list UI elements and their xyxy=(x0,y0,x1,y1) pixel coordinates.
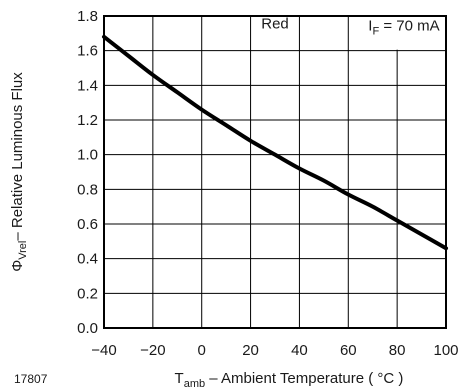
condition-text: = 70 mA xyxy=(379,18,439,35)
x-tick-label: 100 xyxy=(433,342,458,359)
x-tick-label: −20 xyxy=(140,342,165,359)
y-tick-label: 1.4 xyxy=(77,77,98,94)
y-axis-label-subscript: Vrel xyxy=(17,241,29,260)
x-axis-label: Tamb – Ambient Temperature ( °C ) xyxy=(175,370,404,390)
y-tick-label: 0.2 xyxy=(77,285,98,302)
figure-number: 17807 xyxy=(14,372,48,386)
y-tick-label: 1.0 xyxy=(77,147,98,164)
color-label: Red xyxy=(261,16,289,33)
x-tick-label: 60 xyxy=(340,342,357,359)
y-tick-label: 1.2 xyxy=(77,112,98,129)
x-axis-label-subscript: amb xyxy=(184,378,205,390)
x-tick-label: −40 xyxy=(91,342,116,359)
plot-frame xyxy=(103,15,447,329)
x-axis-ticks: −40 −20 0 20 40 60 80 100 xyxy=(91,342,458,359)
y-tick-label: 0.4 xyxy=(77,251,98,268)
condition-subscript: F xyxy=(372,26,379,38)
y-tick-label: 1.8 xyxy=(77,8,98,25)
y-tick-label: 1.6 xyxy=(77,43,98,60)
y-tick-label: 0.8 xyxy=(77,181,98,198)
series-line xyxy=(102,34,448,251)
x-axis-label-symbol: T xyxy=(175,370,184,387)
series-group xyxy=(102,34,448,251)
y-tick-label: 0.0 xyxy=(77,320,98,337)
x-tick-label: 0 xyxy=(198,342,206,359)
x-tick-label: 80 xyxy=(389,342,406,359)
x-tick-label: 40 xyxy=(291,342,308,359)
annotations: Red IF = 70 mA xyxy=(261,16,445,50)
x-axis-label-text: – Ambient Temperature ( °C ) xyxy=(205,370,403,387)
y-axis-label-symbol: Φ xyxy=(9,260,26,272)
x-tick-label: 20 xyxy=(242,342,259,359)
condition-symbol: I xyxy=(368,18,372,35)
condition-box xyxy=(362,17,445,50)
y-axis-label: ΦVrel– Relative Luminous Flux xyxy=(9,72,29,272)
y-axis-ticks: 0.0 0.2 0.4 0.6 0.8 1.0 1.2 1.4 1.6 1.8 xyxy=(77,8,98,337)
grid xyxy=(103,15,447,329)
y-tick-label: 0.6 xyxy=(77,216,98,233)
y-axis-label-text: – Relative Luminous Flux xyxy=(9,72,26,241)
condition-label: IF = 70 mA xyxy=(368,18,439,38)
